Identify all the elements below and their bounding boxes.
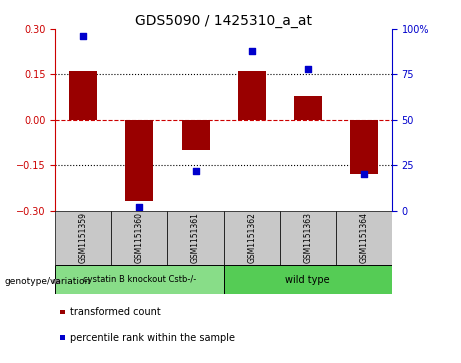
Point [80,33,87,39]
Bar [280,211,336,265]
Point [248,48,255,54]
Bar [55,211,112,265]
Text: GSM1151363: GSM1151363 [303,212,312,263]
Bar [224,211,280,265]
Bar [112,211,167,265]
Text: wild type: wild type [285,274,330,285]
Bar [336,211,392,265]
Title: GDS5090 / 1425310_a_at: GDS5090 / 1425310_a_at [135,14,312,28]
Text: cystatin B knockout Cstb-/-: cystatin B knockout Cstb-/- [83,275,196,284]
Text: GSM1151361: GSM1151361 [191,212,200,263]
Text: GSM1151359: GSM1151359 [79,212,88,263]
Point [192,168,199,174]
Text: GSM1151364: GSM1151364 [359,212,368,263]
Point [304,66,312,72]
Point [136,204,143,210]
Text: GSM1151362: GSM1151362 [247,212,256,263]
Point [360,171,367,177]
Text: GSM1151360: GSM1151360 [135,212,144,263]
Bar [224,265,392,294]
Bar [294,95,322,120]
Bar [237,72,266,120]
Text: genotype/variation: genotype/variation [5,277,91,286]
Bar [125,120,154,201]
Bar [69,72,97,120]
Bar [167,211,224,265]
Bar [55,265,224,294]
Text: percentile rank within the sample: percentile rank within the sample [70,333,235,343]
Bar [350,120,378,174]
Text: transformed count: transformed count [70,307,161,317]
Bar [182,120,210,150]
